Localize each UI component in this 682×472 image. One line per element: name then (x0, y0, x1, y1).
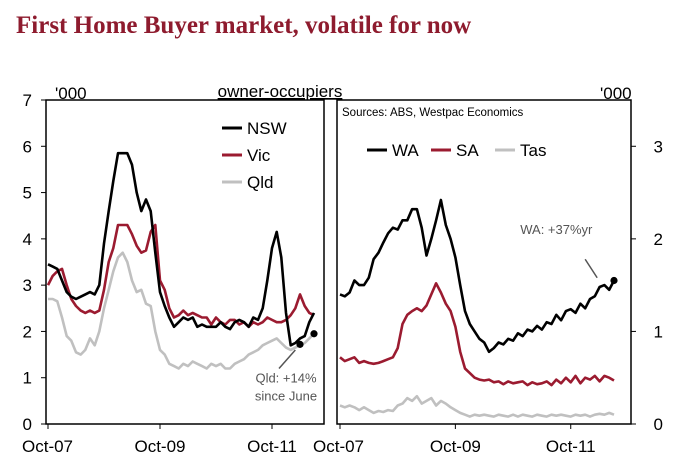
series-line-vic (46, 223, 315, 329)
end-marker-nsw (310, 330, 318, 338)
y-tick-label-right: 2 (654, 230, 663, 249)
annotation-left: since June (255, 388, 317, 403)
x-tick-label-right: Oct-09 (430, 437, 481, 456)
annotation-leader-right (584, 258, 598, 279)
right-panel: 0 1 2 3 Oct-07 Oct-09 Oct-11 WA SA Tas WA: +37%yr (313, 137, 663, 456)
y-tick-label-left: 5 (23, 184, 32, 203)
chart-title: First Home Buyer market, volatile for no… (16, 12, 471, 39)
end-marker-qld (296, 340, 304, 348)
end-marker-wa (610, 276, 618, 285)
y-tick-label-left: 1 (23, 369, 32, 388)
y-tick-label-left: 3 (23, 276, 32, 295)
left-panel: 0 1 2 3 4 5 6 7 Oct-07 Oct-09 Oct-11 NSW Vic Qld Qld: … (22, 91, 318, 456)
legend-label-vic: Vic (247, 146, 271, 165)
x-tick-label-left: Oct-07 (22, 437, 73, 456)
left-plot-frame (45, 99, 325, 425)
y-tick-label-left: 7 (23, 91, 32, 110)
series-line-wa (339, 198, 616, 354)
series-line-sa (339, 282, 615, 387)
y-tick-label-right: 0 (654, 415, 663, 434)
y-tick-label-left: 4 (23, 230, 32, 249)
y-tick-label-right: 1 (654, 322, 663, 341)
y-tick-label-left: 6 (23, 137, 32, 156)
legend-label-sa: SA (456, 141, 479, 160)
right-units-label: '000 (600, 84, 632, 103)
right-plot-frame (336, 99, 632, 425)
x-tick-label-left: Oct-09 (134, 437, 185, 456)
y-tick-label-left: 0 (23, 415, 32, 434)
sources-note: Sources: ABS, Westpac Economics (342, 107, 524, 119)
y-tick-label-left: 2 (23, 322, 32, 341)
y-tick-label-right: 3 (654, 137, 663, 156)
left-units-label: '000 (55, 84, 87, 103)
x-tick-label-right: Oct-07 (313, 437, 364, 456)
annotation-left: Qld: +14% (255, 370, 317, 385)
series-line-tas (339, 394, 615, 418)
annotation-right: WA: +37%yr (520, 222, 593, 237)
legend-label-tas: Tas (520, 141, 546, 160)
annotation-leader-left (278, 349, 296, 369)
legend-label-nsw: NSW (247, 119, 287, 138)
x-tick-label-right: Oct-11 (546, 437, 596, 456)
owner-occupiers-label: owner-occupiers (218, 82, 343, 101)
legend-label-qld: Qld (247, 173, 273, 192)
legend-label-wa: WA (392, 141, 419, 160)
x-tick-label-left: Oct-11 (247, 437, 297, 456)
series-line-qld (48, 251, 315, 370)
series-line-nsw (47, 151, 316, 347)
